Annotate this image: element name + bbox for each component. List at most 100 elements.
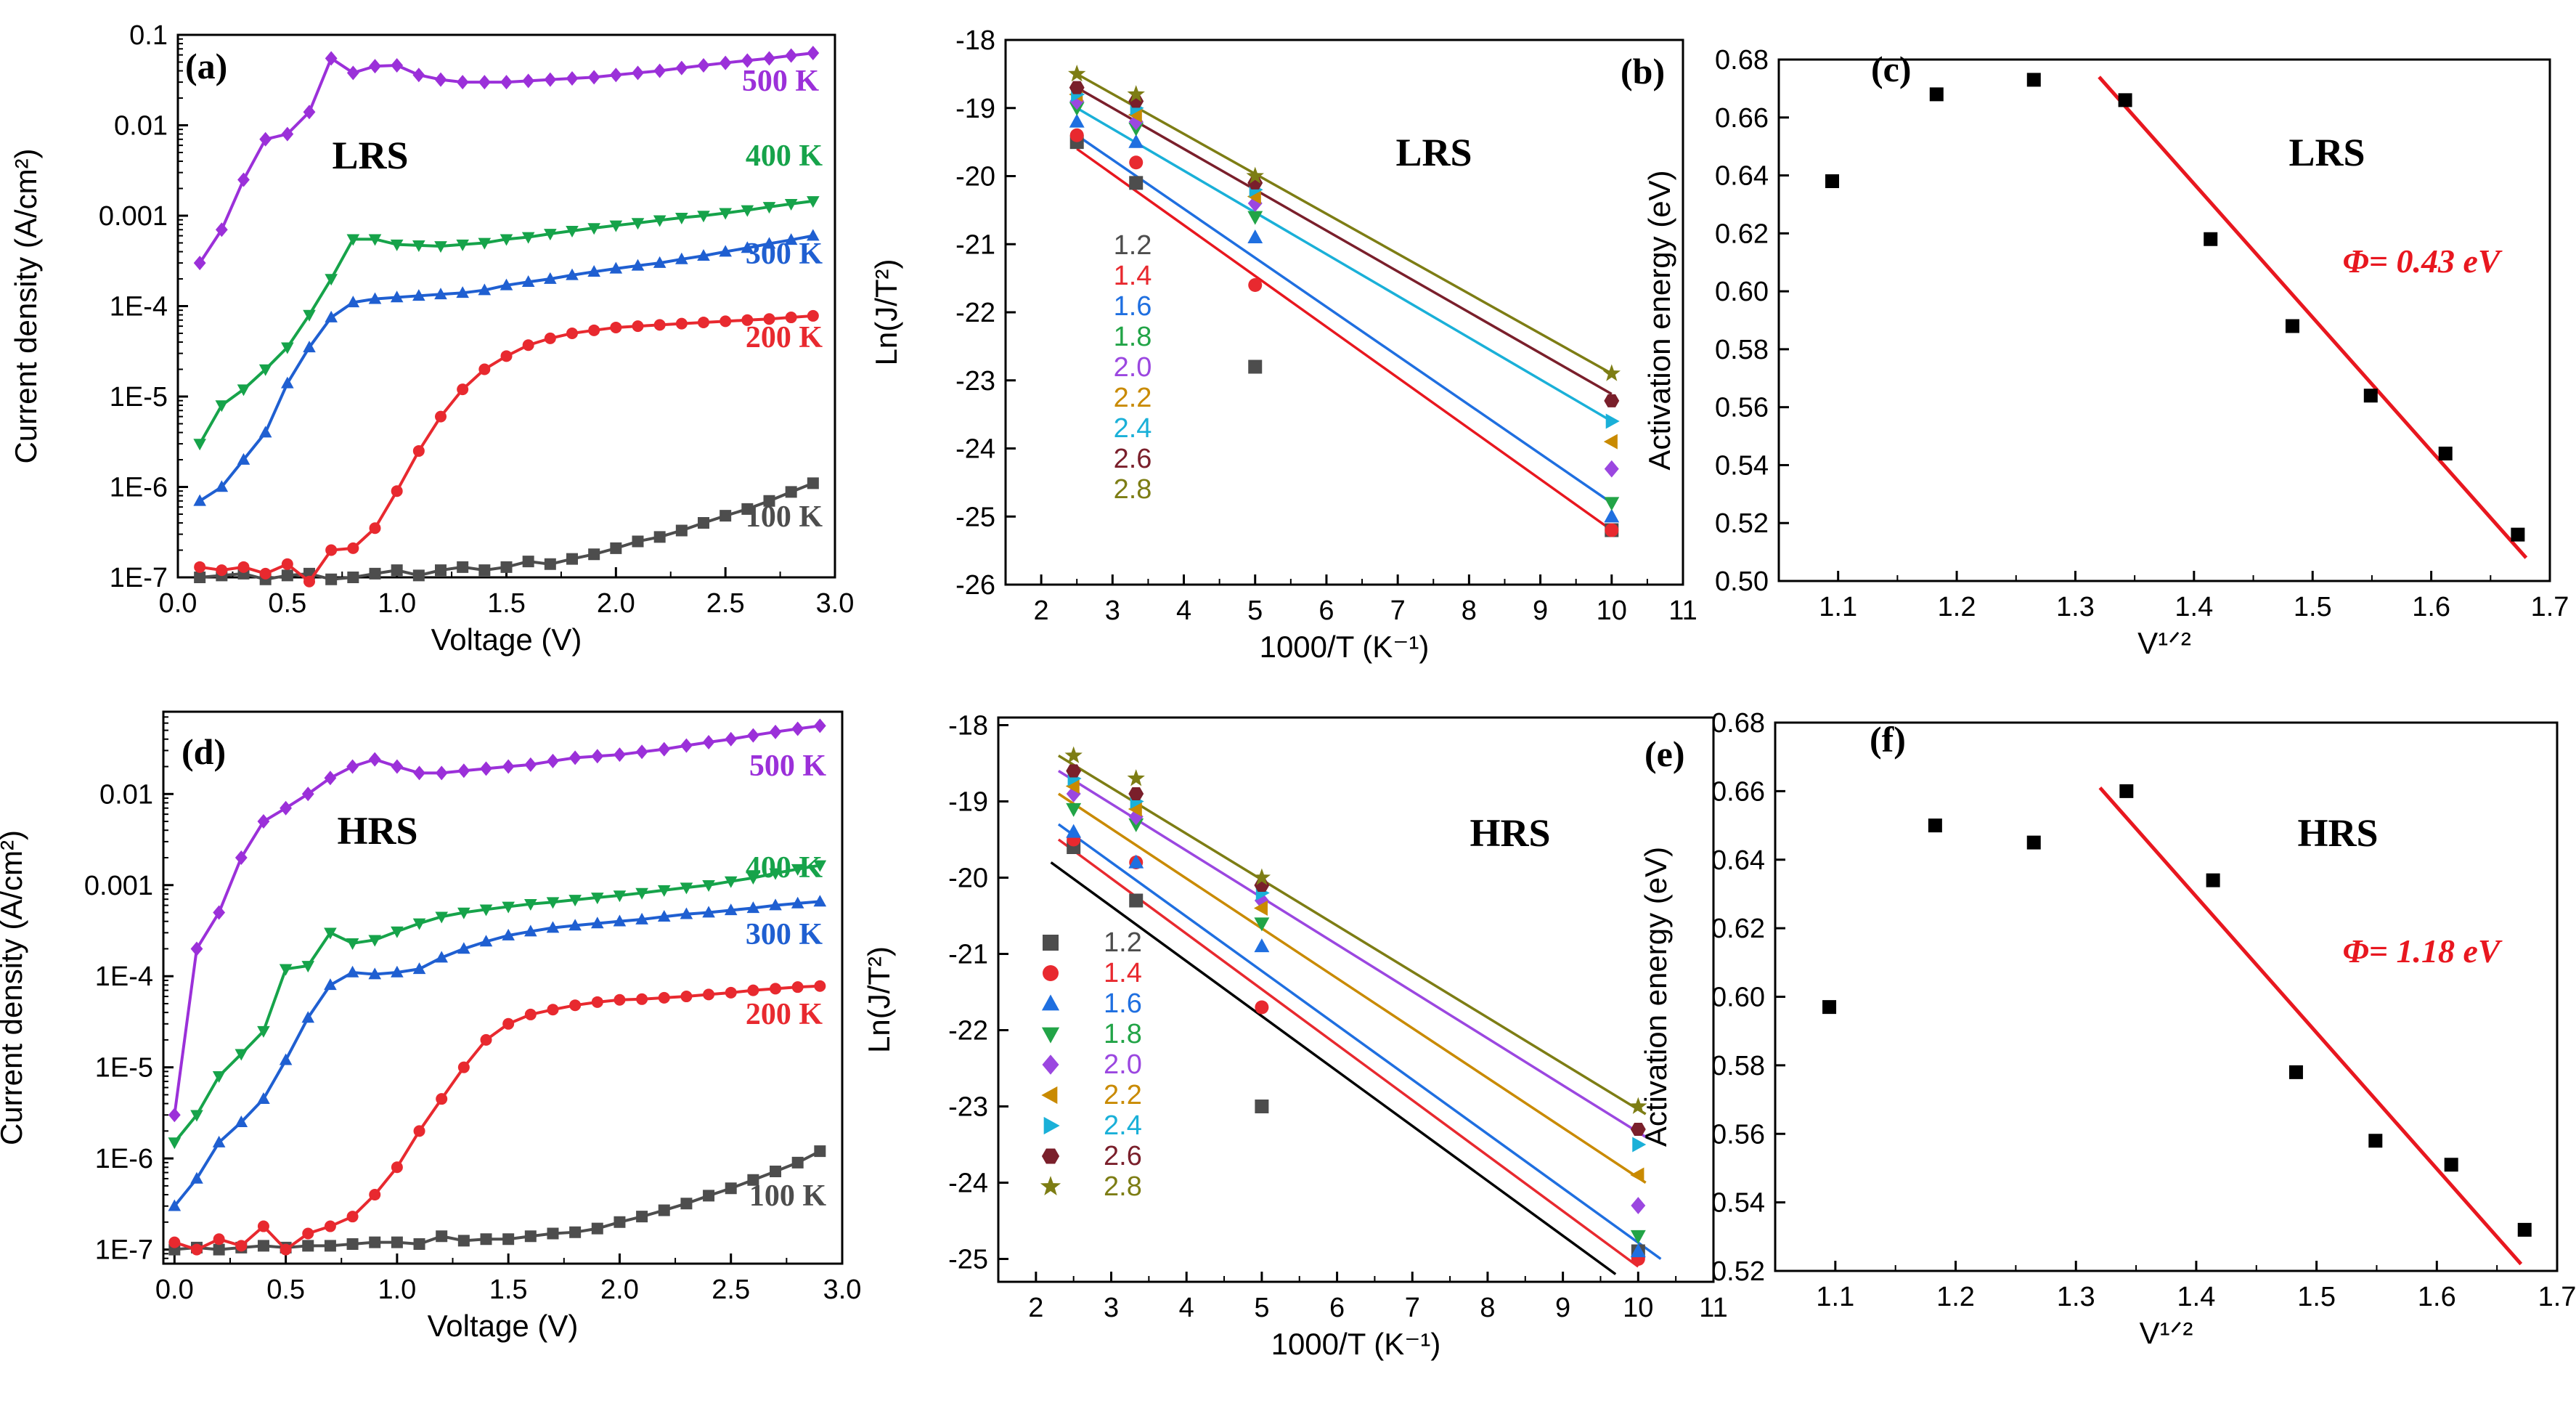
data-point: [635, 887, 648, 900]
x-tick-label: 1.2: [1938, 592, 1976, 622]
y-tick-label: 0.68: [1715, 45, 1769, 76]
data-point: [590, 893, 604, 905]
legend-label: 1.2: [1114, 230, 1152, 261]
y-axis-title: Activation energy (eV): [1642, 170, 1676, 470]
data-point: [725, 731, 738, 747]
y-tick-label: 0.001: [84, 871, 153, 901]
y-axis-title: Activation energy (eV): [1639, 847, 1673, 1147]
data-point: [2026, 73, 2041, 87]
y-tick-label: 1E-7: [110, 563, 168, 593]
series-500-K: 500 K: [168, 718, 826, 1123]
fit-line: [2098, 76, 2528, 559]
data-point: [2118, 93, 2132, 107]
data-point: [478, 283, 492, 296]
data-point: [368, 752, 381, 767]
y-tick-label: -25: [948, 1245, 988, 1275]
data-point: [544, 72, 557, 87]
data-point: [435, 765, 448, 781]
data-point: [631, 218, 645, 230]
data-point: [436, 1093, 448, 1105]
legend-marker: [1043, 935, 1059, 951]
data-point: [213, 1233, 225, 1246]
data-point: [193, 439, 206, 451]
data-point: [281, 376, 294, 389]
y-tick-label: 1E-4: [110, 292, 168, 322]
data-point: [1069, 128, 1084, 142]
x-tick-label: 0.0: [159, 588, 197, 619]
fit-line: [1058, 770, 1647, 1138]
plot-frame-e: [997, 716, 1715, 1283]
data-point: [2438, 446, 2453, 460]
data-point: [2204, 232, 2218, 246]
data-point: [1631, 1197, 1646, 1214]
data-point: [587, 223, 600, 235]
data-point: [413, 1125, 425, 1137]
data-point: [720, 315, 732, 328]
x-tick-label: 0.5: [266, 1275, 305, 1305]
x-tick-label: 2.0: [600, 1275, 639, 1305]
series-300-K: 300 K: [168, 895, 827, 1211]
y-tick-label: -23: [948, 1092, 988, 1123]
legend-label: 2.6: [1114, 444, 1152, 474]
series-1.4: [1069, 128, 1619, 537]
data-point: [1602, 364, 1621, 381]
data-point: [613, 914, 627, 927]
data-point: [2368, 1134, 2383, 1148]
data-point: [281, 569, 293, 582]
data-point: [479, 935, 493, 947]
data-point: [2285, 319, 2299, 333]
data-point: [1254, 938, 1270, 953]
data-point: [257, 1025, 270, 1038]
data-point: [636, 993, 648, 1005]
data-point: [457, 907, 470, 919]
panel-d: 0.0 0.5 1.0 1.5 2.0 2.5 3.0 1E-7 1E-6 1E-5 1E-4 0.0…: [0, 710, 861, 1343]
data-point: [658, 741, 671, 757]
data-point: [587, 70, 600, 85]
legend-marker: [1040, 1176, 1061, 1196]
fit-line: [1076, 107, 1613, 423]
x-tick-label: 1.1: [1819, 592, 1857, 622]
data-point: [456, 75, 469, 90]
data-point: [610, 542, 622, 554]
data-point: [301, 787, 314, 802]
x-axis-title: V¹ᐟ²: [2140, 1316, 2193, 1350]
data-point: [303, 309, 316, 322]
data-point: [724, 876, 738, 888]
x-tick-label: 10: [1597, 596, 1627, 626]
x-tick-label: 11: [1668, 596, 1697, 626]
data-point: [813, 895, 827, 907]
y-tick-label: 0.56: [1715, 393, 1769, 423]
data-point: [1248, 359, 1263, 374]
y-tick-label: -20: [955, 162, 995, 192]
series-line: [173, 900, 820, 1207]
data-point: [544, 332, 556, 344]
series-500-K: 500 K: [193, 45, 819, 271]
data-point: [435, 410, 447, 423]
data-point: [521, 275, 535, 288]
legend-label: 2.8: [1114, 474, 1152, 505]
data-point: [280, 800, 293, 816]
data-point: [657, 885, 671, 897]
data-point: [566, 553, 578, 565]
data-point: [653, 531, 666, 543]
data-point: [1065, 779, 1080, 794]
y-tick-label: -18: [955, 25, 995, 56]
data-point: [747, 1174, 759, 1186]
data-point: [1128, 801, 1142, 817]
data-point: [609, 220, 623, 232]
series-label: 200 K: [746, 321, 823, 354]
x-tick-label: 1.7: [2531, 592, 2569, 622]
data-point: [168, 1236, 181, 1248]
data-point: [2444, 1158, 2458, 1172]
data-point: [741, 241, 754, 253]
x-tick-label: 4: [1179, 1293, 1194, 1323]
data-point: [635, 912, 648, 925]
data-point: [614, 1216, 626, 1228]
x-tick-label: 1.4: [2174, 592, 2213, 622]
data-point: [1127, 769, 1145, 787]
legend-label: 2.0: [1104, 1049, 1142, 1080]
data-point: [725, 1182, 737, 1195]
data-point: [369, 567, 381, 580]
data-point: [324, 927, 337, 940]
data-point: [569, 999, 582, 1012]
